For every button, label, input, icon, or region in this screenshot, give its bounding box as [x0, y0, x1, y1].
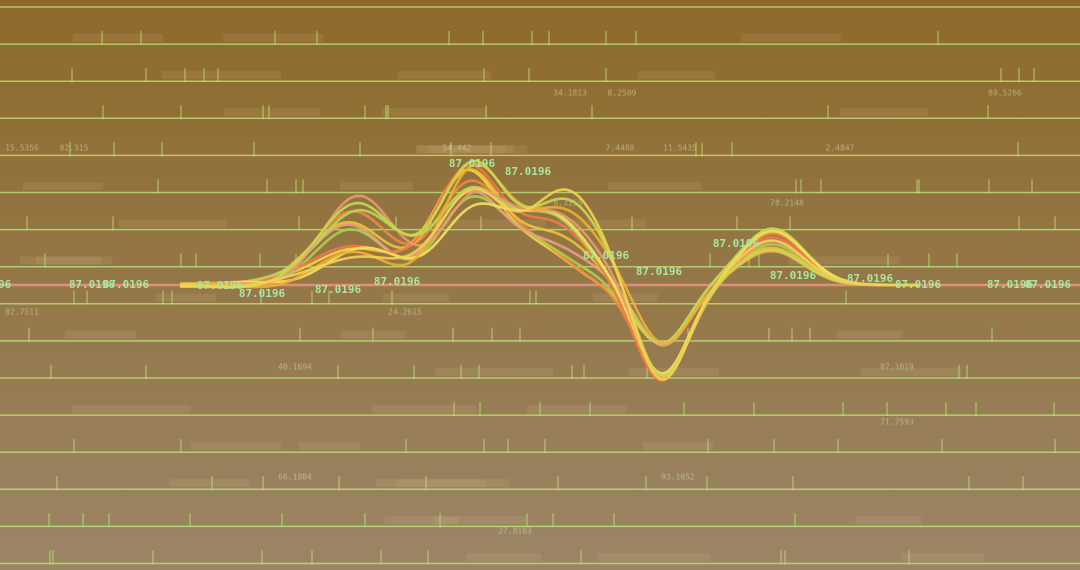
wave-label: 87.0196: [505, 165, 552, 178]
wave-label: 87.0196: [895, 278, 942, 291]
waves: [0, 159, 1080, 382]
blur-bar: [36, 256, 101, 265]
blur-bar: [169, 479, 250, 488]
wave-line: [179, 159, 920, 378]
blur-bar: [20, 256, 113, 265]
wave-labels: 87.0196 87.0196 87.0196 87.0196 87.0196 …: [0, 157, 1072, 300]
blur-bar: [527, 405, 627, 413]
faint-label: 40.1694: [278, 363, 312, 372]
wave-label: 87.0196: [197, 279, 244, 292]
blur-bar: [861, 367, 962, 376]
blur-bar: [416, 145, 506, 154]
blur-bar: [742, 34, 842, 42]
blur-bar: [162, 71, 282, 80]
blur-bar: [435, 367, 554, 376]
faint-label: 82.315: [60, 144, 89, 153]
faint-label: 89.5266: [988, 89, 1022, 98]
faint-label: 87.1019: [880, 363, 914, 372]
faint-label: 7.4488: [606, 144, 635, 153]
blur-bar: [72, 405, 191, 413]
wave-label: 87.0196: [449, 157, 496, 170]
blur-bar: [383, 293, 450, 302]
faint-label: 27.8103: [498, 527, 532, 536]
faint-label: 54.442: [443, 144, 472, 153]
blur-bar: [224, 108, 321, 117]
blur-bar: [608, 182, 702, 191]
faint-label: 11.5435: [663, 144, 697, 153]
blur-bar: [341, 330, 406, 339]
wave-label: 87.0196: [315, 283, 362, 296]
faint-labels: 34.1813 8.2509 89.5266 15.5356 82.315 54…: [5, 89, 1022, 536]
grid: [0, 6, 1080, 565]
faint-label: 8.2509: [608, 89, 637, 98]
wave-label: 87.0196: [103, 278, 150, 291]
wave-label: 87.0196: [713, 237, 760, 250]
faint-label: 93.1052: [661, 473, 695, 482]
blur-bar: [372, 405, 478, 413]
faint-label: 82.7511: [5, 308, 39, 317]
blur-bar: [299, 442, 361, 451]
blur-bar: [65, 330, 137, 339]
faint-label: 15.5356: [5, 144, 39, 153]
blur-bar: [223, 34, 324, 42]
faint-label: 71.7593: [880, 418, 914, 427]
wave-line: [179, 187, 921, 381]
blur-bar: [156, 293, 217, 302]
faint-label: 8.3155: [554, 199, 583, 208]
blur-bar: [597, 553, 711, 562]
blur-bar: [396, 479, 510, 488]
blur-bar: [73, 34, 163, 42]
faint-label: 78.2148: [770, 199, 804, 208]
wave-label: 87.0196: [583, 249, 630, 262]
blur-bar: [837, 330, 902, 339]
blur-bar: [840, 108, 929, 117]
blur-bar: [417, 145, 528, 154]
faint-label: 24.2615: [388, 308, 422, 317]
faint-label: 66.1984: [278, 473, 312, 482]
blur-bar: [467, 553, 541, 562]
wave-label: 87.0196: [0, 278, 12, 291]
blur-bar: [382, 108, 488, 117]
blur-bar: [855, 516, 922, 525]
faint-label: 2.4847: [826, 144, 855, 153]
blur-bar: [433, 516, 527, 525]
blur-bar: [385, 516, 459, 525]
wave-label: 87.0196: [69, 278, 116, 291]
blur-bar: [789, 256, 900, 265]
blur-bar: [119, 219, 227, 228]
wave-label: 87.0196: [636, 265, 683, 278]
wave-label: 87.0196: [770, 269, 817, 282]
blur-bar: [638, 71, 715, 80]
wave-label: 87.0196: [374, 275, 421, 288]
blur-bar: [428, 145, 515, 154]
blur-bar: [901, 553, 984, 562]
blur-bar: [190, 442, 282, 451]
wave-label: 87.0196: [987, 278, 1034, 291]
blur-bar: [398, 71, 492, 80]
blur-bar: [23, 182, 103, 191]
blur-bar: [643, 442, 714, 451]
faint-label: 34.1813: [553, 89, 587, 98]
wave-label: 87.0196: [847, 272, 894, 285]
blur-bar: [340, 182, 413, 191]
blur-bar: [433, 219, 546, 228]
blur-bar: [376, 479, 486, 488]
blur-bar: [558, 219, 647, 228]
wave-label: 87.0196: [239, 287, 286, 300]
wave-line: [179, 163, 920, 382]
wave-label: 87.0196: [1025, 278, 1072, 291]
